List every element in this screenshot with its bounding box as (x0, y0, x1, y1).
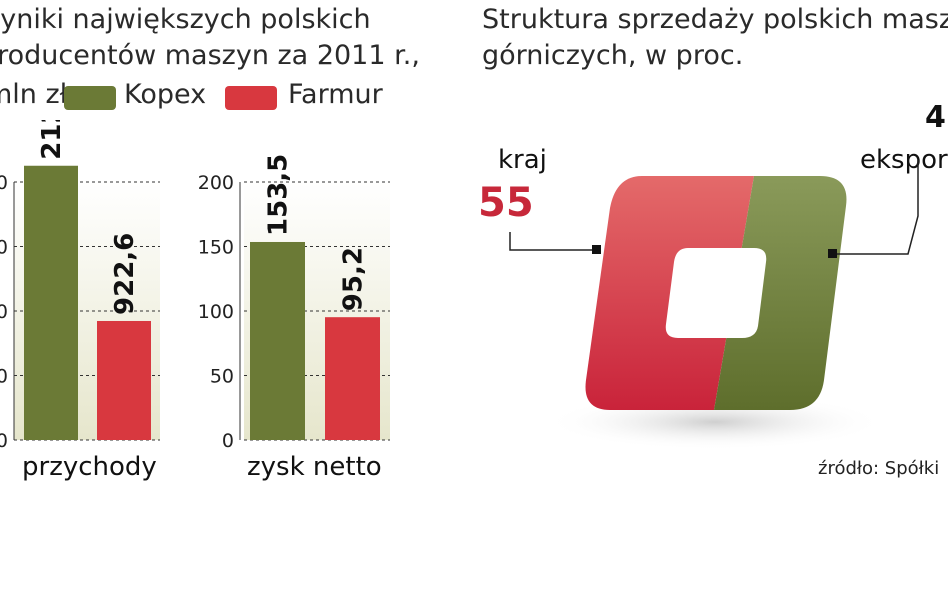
center-hole (665, 248, 767, 338)
unit-label: mln zł (0, 79, 68, 110)
y-tick-label: 500 (0, 366, 8, 388)
bar-value-label: 2126 (37, 120, 67, 160)
y-tick-label: 0 (222, 430, 234, 450)
y-tick-label: 200 (198, 172, 234, 194)
domestic-value: 55 (478, 180, 534, 226)
legend-label-farmur: Farmur (288, 79, 383, 110)
y-tick-label: 1500 (0, 237, 8, 259)
domestic-leader (509, 232, 596, 251)
legend-swatch-farmur (225, 86, 277, 110)
y-tick-label: 50 (210, 366, 234, 388)
legend-label-kopex: Kopex (124, 79, 207, 110)
left-title-line-1: Wyniki największych polskich (0, 4, 371, 35)
export-segment (714, 176, 847, 410)
revenue-xlabel: przychody (22, 452, 157, 482)
bar-charts: 0 500 1000 1500 2000 2126 922,6 0 50 100 150 200 15… (0, 120, 390, 450)
bar-kopex (250, 241, 305, 440)
export-marker (828, 249, 837, 258)
revenue-chart: 0 500 1000 1500 2000 2126 922,6 (0, 120, 160, 450)
y-tick-label: 100 (198, 301, 234, 323)
bar-value-label: 153,5 (264, 154, 294, 236)
export-label: eksport (860, 145, 948, 175)
source-note: źródło: Spółki (818, 458, 940, 479)
bar-value-label: 95,2 (339, 247, 369, 311)
domestic-marker (592, 245, 601, 254)
net-profit-xlabel: zysk netto (247, 452, 382, 482)
y-tick-label: 1000 (0, 301, 8, 323)
export-leader (832, 160, 919, 255)
bar-kopex (24, 165, 78, 440)
domestic-segment (585, 176, 754, 410)
sales-structure-graphic (509, 160, 919, 450)
bar-farmur (97, 320, 151, 440)
left-title-line-2: producentów maszyn za 2011 r., (0, 40, 420, 71)
right-title-line-2: górniczych, w proc. (482, 40, 744, 71)
export-value: 45 (925, 100, 948, 135)
bar-farmur (325, 317, 380, 440)
legend-swatch-kopex (64, 86, 116, 110)
y-tick-label: 2000 (0, 172, 8, 194)
right-title-line-1: Struktura sprzedaży polskich maszyn (482, 4, 948, 35)
y-tick-label: 0 (0, 430, 8, 450)
y-tick-label: 150 (198, 237, 234, 259)
net-profit-chart: 0 50 100 150 200 153,5 95,2 (198, 154, 390, 450)
bar-value-label: 922,6 (110, 233, 140, 315)
domestic-label: kraj (498, 145, 547, 175)
